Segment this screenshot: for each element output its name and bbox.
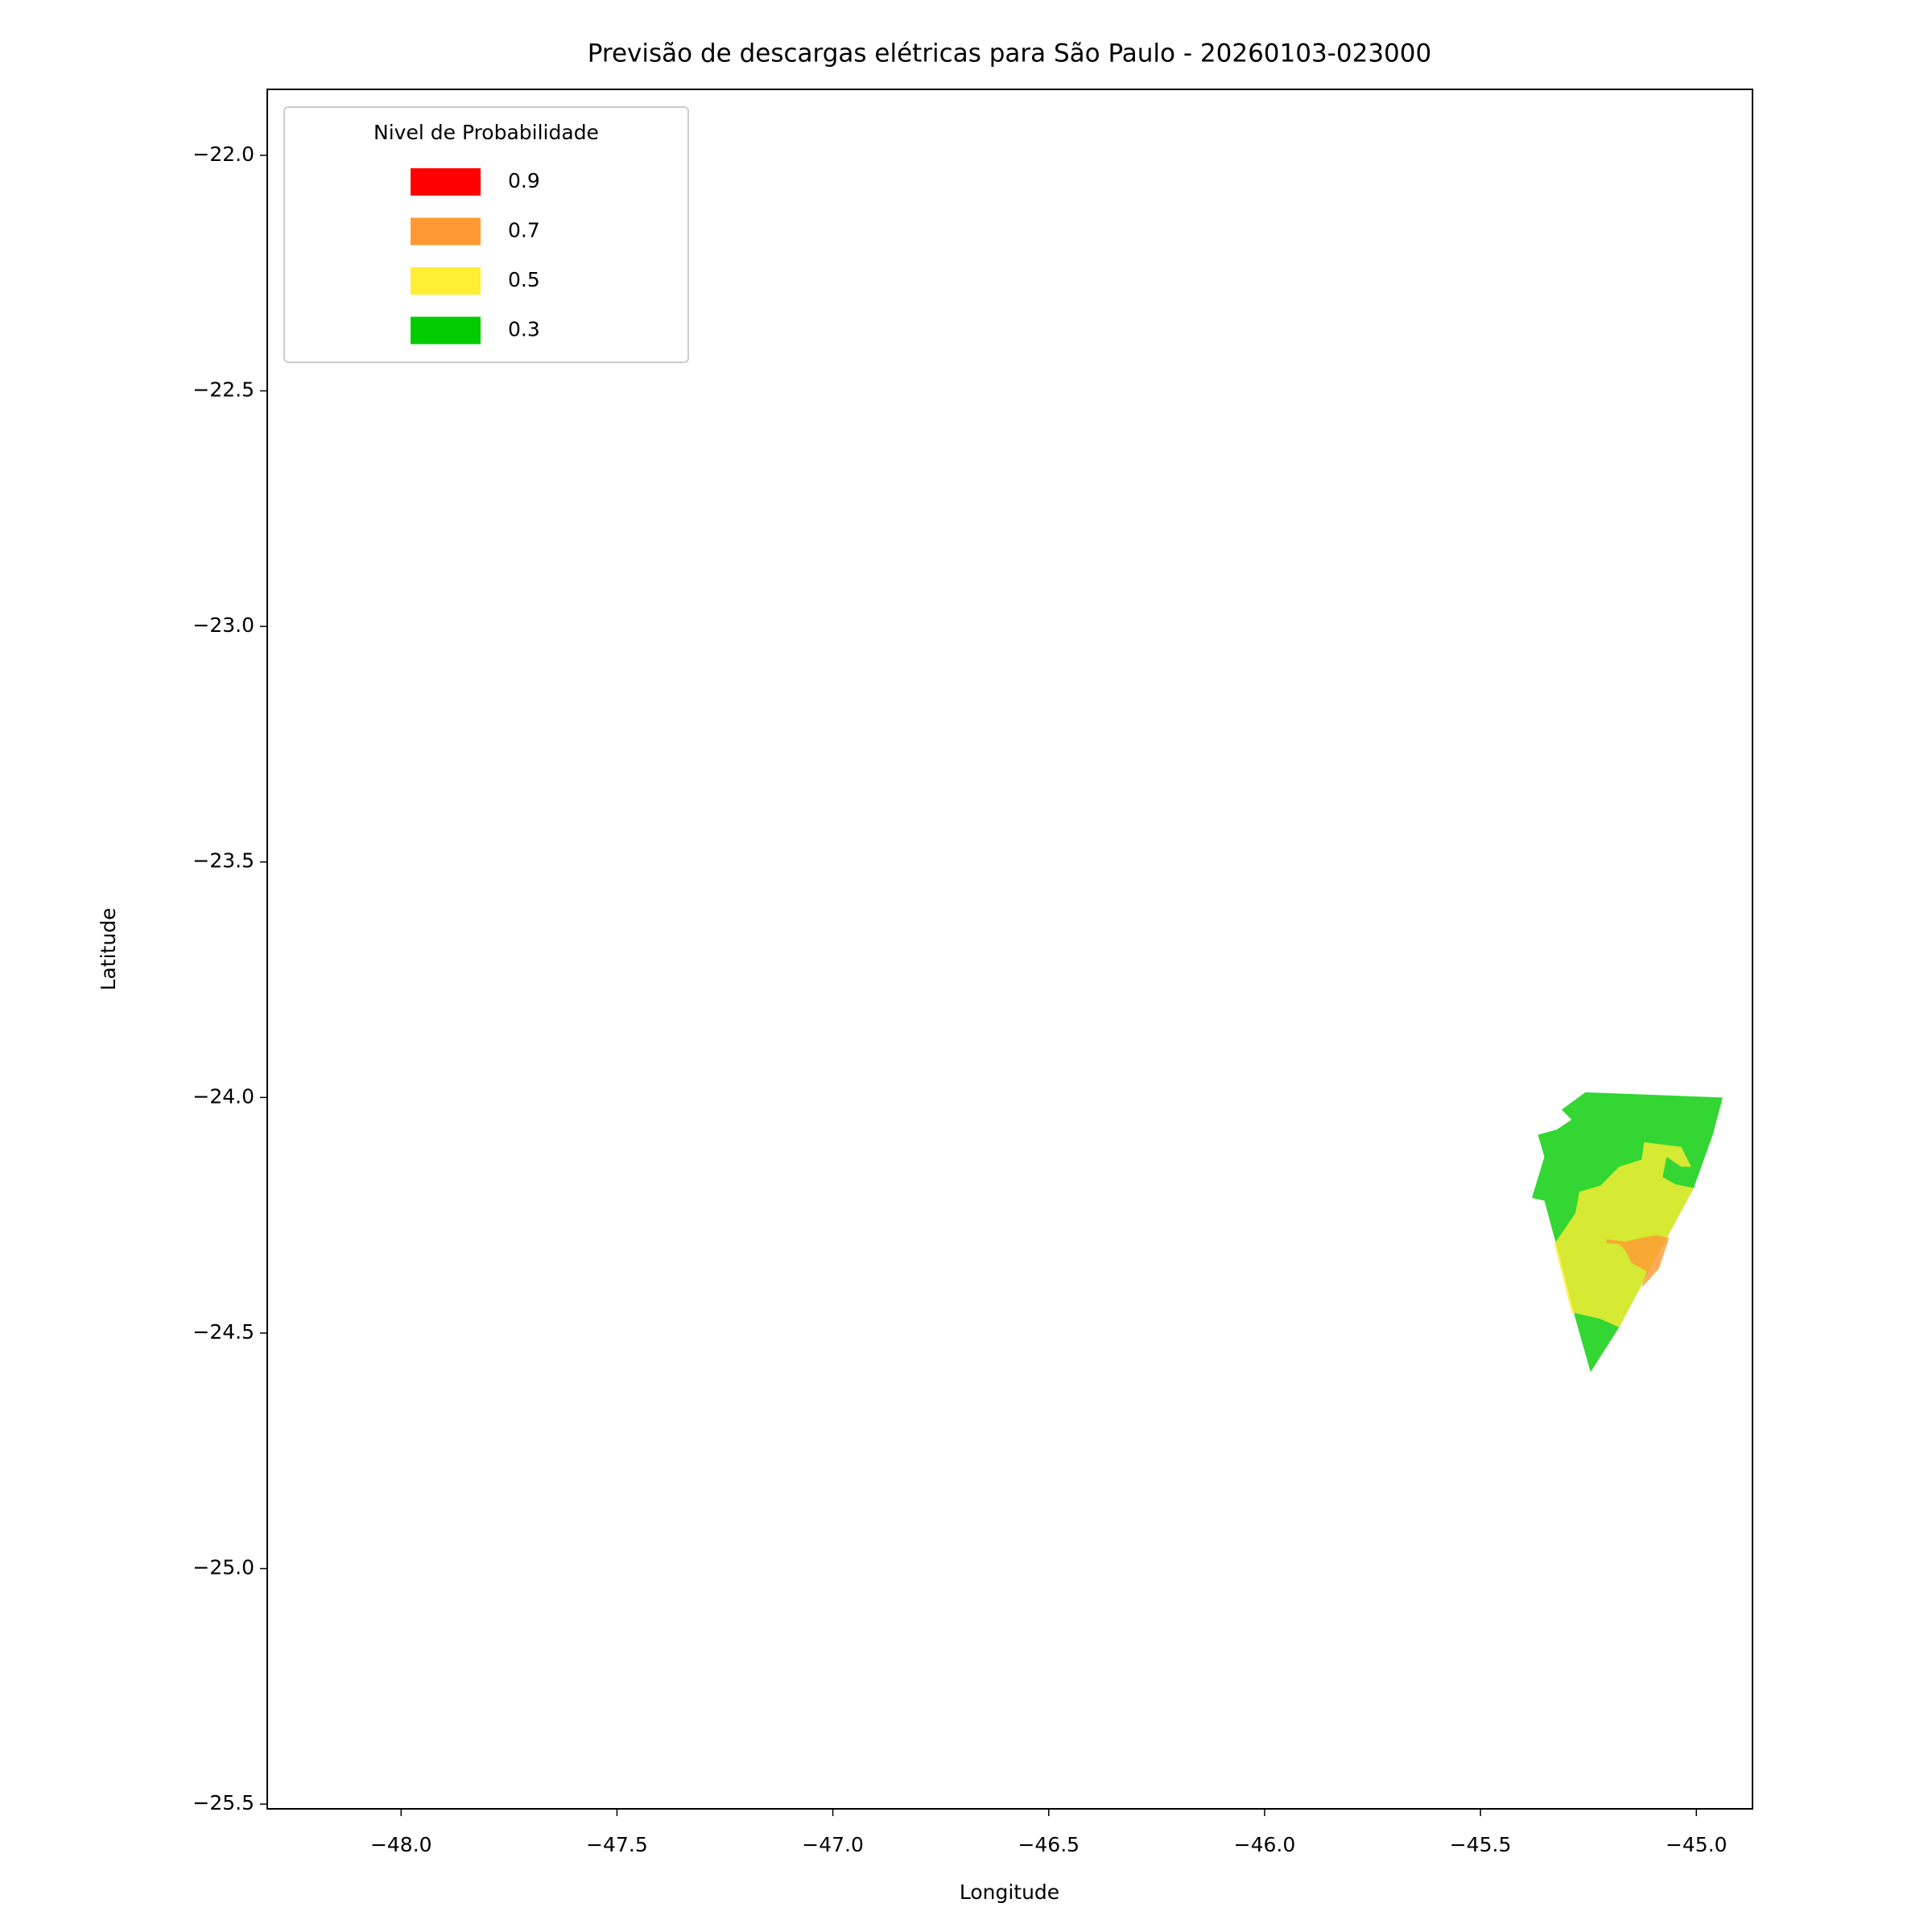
y-axis-label: Latitude [97,908,120,991]
legend-label: 0.9 [508,169,540,192]
y-tick-label: −23.0 [192,613,254,637]
legend-label: 0.5 [508,268,540,291]
x-tick-label: −47.0 [802,1833,864,1856]
legend-label: 0.3 [508,318,540,341]
y-tick-label: −24.5 [192,1320,254,1344]
x-tick-label: −45.0 [1666,1833,1728,1856]
legend-swatch [411,267,481,295]
legend-box [283,106,689,363]
legend-swatch [411,217,481,246]
x-axis-label: Longitude [960,1880,1059,1904]
x-tick-label: −47.5 [586,1833,648,1856]
legend-swatch [411,316,481,345]
x-tick-label: −46.0 [1234,1833,1296,1856]
y-tick-label: −25.0 [192,1556,254,1579]
x-tick-label: −45.5 [1450,1833,1512,1856]
y-tick-label: −25.5 [192,1791,254,1814]
plot-frame [266,89,1753,1810]
legend-swatch [411,168,481,196]
y-tick-label: −23.5 [192,849,254,873]
y-tick-label: −22.5 [192,378,254,402]
chart-title: Previsão de descargas elétricas para São… [588,39,1431,68]
x-tick-label: −48.0 [370,1833,432,1856]
legend-label: 0.7 [508,219,540,242]
x-tick-label: −46.5 [1018,1833,1080,1856]
y-tick-label: −22.0 [192,142,254,166]
contour-region [1606,1235,1670,1288]
contour-region [1554,1141,1695,1327]
y-tick-label: −24.0 [192,1084,254,1108]
legend-title: Nivel de Probabilidade [374,121,599,144]
